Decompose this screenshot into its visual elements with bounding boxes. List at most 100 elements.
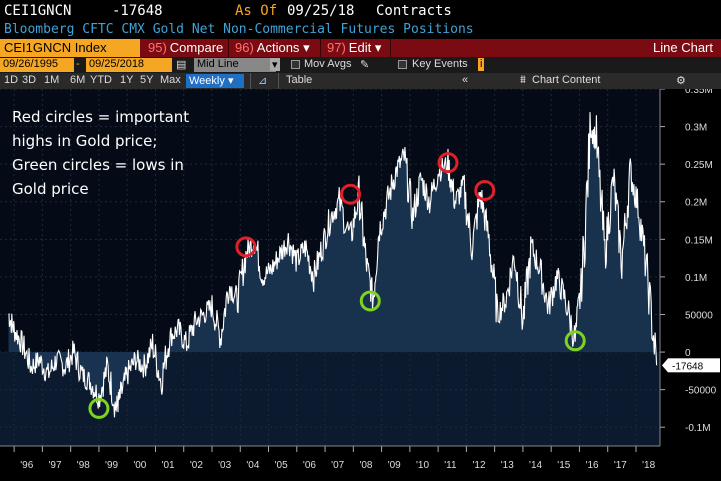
- edit-label: Edit: [348, 40, 372, 55]
- x-tick-label: '04: [246, 460, 259, 471]
- security-description: Bloomberg CFTC CMX Gold Net Non-Commerci…: [4, 22, 474, 37]
- last-value-label: -17648: [672, 361, 704, 372]
- collapse-left-icon[interactable]: «: [462, 74, 469, 86]
- compare-label: Compare: [169, 40, 224, 55]
- line-type-value: Mid Line: [197, 58, 239, 70]
- edit-button[interactable]: 97) Edit ▾: [323, 39, 385, 57]
- period-button-6m[interactable]: 6M: [70, 74, 86, 86]
- x-tick-label: '00: [133, 460, 146, 471]
- x-tick-label: '03: [218, 460, 231, 471]
- x-tick-label: '11: [444, 460, 457, 471]
- calendar-icon[interactable]: ▤: [176, 59, 187, 71]
- line-type-select[interactable]: Mid Line: [194, 58, 276, 72]
- high-marker-circle: [235, 236, 257, 258]
- x-tick-label: '18: [642, 460, 655, 471]
- x-tick-label: '16: [586, 460, 599, 471]
- period-button-1m[interactable]: 1M: [44, 74, 60, 86]
- divider: [390, 39, 391, 57]
- divider: [250, 73, 251, 89]
- x-tick-label: '06: [303, 460, 316, 471]
- x-tick-label: '13: [501, 460, 514, 471]
- period-button-max[interactable]: Max: [160, 74, 181, 86]
- info-icon[interactable]: i: [478, 58, 485, 71]
- compare-shortcut: 95): [148, 40, 167, 55]
- period-button-ytd[interactable]: YTD: [90, 74, 112, 86]
- period-button-1d[interactable]: 1D: [4, 74, 19, 86]
- series-line: [8, 112, 658, 418]
- chevron-down-icon[interactable]: ▾: [270, 58, 280, 71]
- chevron-down-icon: ▾: [374, 40, 382, 55]
- security-field[interactable]: CEI1GNCN Index: [0, 39, 140, 57]
- chevron-down-icon: ▾: [227, 75, 234, 87]
- as-of-date: 09/25/18: [287, 3, 355, 19]
- y-tick-label: 50000: [685, 310, 713, 321]
- x-tick-label: '17: [614, 460, 627, 471]
- actions-button[interactable]: 96) Actions ▾: [231, 39, 314, 57]
- chart-content-button[interactable]: Chart Content: [532, 74, 601, 86]
- y-tick-label: 0.3M: [685, 123, 707, 134]
- divider: [228, 39, 229, 57]
- chart-content-icon[interactable]: ⩩: [520, 74, 526, 86]
- x-tick-label: '98: [77, 460, 90, 471]
- y-tick-label: -50000: [685, 386, 717, 397]
- security-description-row: Bloomberg CFTC CMX Gold Net Non-Commerci…: [0, 22, 721, 39]
- x-tick-label: '01: [162, 460, 175, 471]
- end-date-field[interactable]: 09/25/2018: [86, 58, 172, 72]
- gear-icon[interactable]: ⚙: [676, 75, 686, 87]
- period-bar: 1D 3D 1M 6M YTD 1Y 5Y Max Weekly ▾ ⊿ Table « ⩩ …: [0, 73, 721, 89]
- actions-shortcut: 96): [235, 40, 254, 55]
- security-header: CEI1GNCN -17648 As Of 09/25/18 Contracts: [0, 0, 721, 22]
- period-button-3d[interactable]: 3D: [22, 74, 37, 86]
- mov-avgs-label[interactable]: Mov Avgs: [304, 58, 352, 70]
- key-events-checkbox[interactable]: [398, 60, 407, 69]
- actions-label: Actions: [256, 40, 300, 55]
- ticker: CEI1GNCN: [4, 3, 72, 19]
- chevron-down-icon: ▾: [303, 40, 310, 55]
- low-marker-circle: [564, 330, 586, 352]
- compare-button[interactable]: 95) Compare: [144, 39, 227, 57]
- last-value-box: [668, 358, 720, 373]
- x-tick-label: '14: [529, 460, 542, 471]
- x-tick-label: '05: [275, 460, 288, 471]
- x-tick-label: '97: [49, 460, 62, 471]
- high-marker-circle: [474, 179, 496, 201]
- pencil-icon[interactable]: ✎: [360, 59, 370, 71]
- series-area-fill: [8, 112, 657, 418]
- mov-avgs-checkbox[interactable]: [291, 60, 300, 69]
- x-tick-label: '09: [388, 460, 401, 471]
- chart-type-icon[interactable]: ⊿: [258, 75, 268, 87]
- high-marker-circle: [339, 183, 361, 205]
- x-tick-label: '08: [359, 460, 372, 471]
- units: Contracts: [376, 3, 452, 19]
- x-tick-label: '12: [473, 460, 486, 471]
- y-tick-label: 0.15M: [685, 235, 713, 246]
- last-value-pointer: [662, 358, 668, 373]
- period-button-1y[interactable]: 1Y: [120, 74, 134, 86]
- function-toolbar: CEI1GNCN Index 95) Compare 96) Actions ▾ 9…: [0, 39, 721, 57]
- table-button[interactable]: Table: [286, 74, 313, 86]
- date-range-bar: 09/26/1995 - 09/25/2018 ▤ Mid Line ▾ Mov…: [0, 57, 721, 73]
- low-marker-circle: [359, 290, 381, 312]
- edit-shortcut: 97): [327, 40, 346, 55]
- frequency-value: Weekly: [189, 75, 225, 87]
- date-separator: -: [76, 58, 80, 70]
- y-tick-label: 0.25M: [685, 160, 713, 171]
- y-tick-label: 0.1M: [685, 273, 707, 284]
- y-tick-label: 0.35M: [685, 89, 713, 96]
- high-marker-circle: [437, 152, 459, 174]
- period-button-5y[interactable]: 5Y: [140, 74, 154, 86]
- x-tick-label: '15: [557, 460, 570, 471]
- y-tick-label: 0.2M: [685, 198, 707, 209]
- start-date-field[interactable]: 09/26/1995: [0, 58, 74, 72]
- chart-area: -0.1M -50000 0 50000 0.1M 0.15M 0.2M 0.25M 0.3M 0…: [0, 89, 721, 481]
- divider: [278, 73, 279, 89]
- key-events-label[interactable]: Key Events: [412, 58, 468, 70]
- x-tick-label: '07: [331, 460, 344, 471]
- annotation-text: Red circles = important highs in Gold pr…: [12, 108, 190, 198]
- y-tick-label: -0.1M: [685, 423, 711, 434]
- x-tick-label: '99: [105, 460, 118, 471]
- frequency-select[interactable]: Weekly ▾: [186, 74, 244, 88]
- x-tick-label: '96: [20, 460, 33, 471]
- divider: [320, 39, 321, 57]
- view-type[interactable]: Line Chart: [653, 40, 713, 55]
